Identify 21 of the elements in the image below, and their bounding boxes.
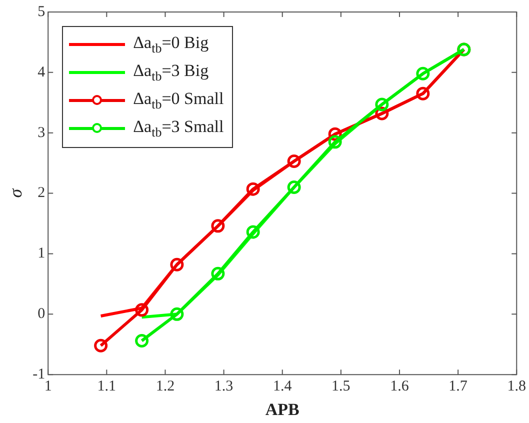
x-tick-label: 1.2 bbox=[156, 378, 175, 395]
x-tick-label: 1.7 bbox=[448, 378, 468, 395]
x-tick-label: 1.8 bbox=[507, 378, 526, 395]
x-tick-label: 1.3 bbox=[214, 378, 234, 395]
y-tick-label: 3 bbox=[38, 124, 46, 141]
legend-label: Δa$_{tb}$=0 Small bbox=[133, 89, 224, 113]
x-tick-label: 1.4 bbox=[272, 378, 292, 395]
y-tick-label: -1 bbox=[32, 366, 46, 383]
y-tick-label: 2 bbox=[38, 185, 46, 202]
y-tick-label: 0 bbox=[38, 306, 46, 322]
y-tick-label: 4 bbox=[38, 64, 46, 80]
legend-label: Δa$_{tb}$=0 Big bbox=[133, 33, 209, 57]
legend-label: Δa$_{tb}$=3 Small bbox=[133, 117, 224, 141]
x-tick-label: 1.5 bbox=[332, 378, 350, 395]
x-tick-label: 1.1 bbox=[97, 378, 116, 395]
legend-label: Δa$_{tb}$=3 Big bbox=[133, 61, 209, 85]
y-tick-label: 1 bbox=[38, 246, 46, 262]
y-tick-label: 5 bbox=[38, 4, 46, 20]
y-axis-title: σ bbox=[6, 188, 26, 198]
x-tick-label: 1.6 bbox=[390, 378, 410, 395]
x-axis-title: APB bbox=[265, 400, 300, 420]
